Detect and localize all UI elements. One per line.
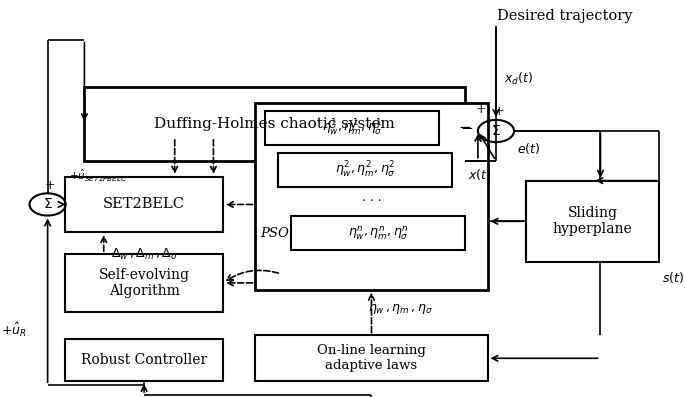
Text: SET2BELC: SET2BELC xyxy=(103,197,185,212)
Text: $\Delta_w\,,\Delta_m\,,\Delta_\sigma$: $\Delta_w\,,\Delta_m\,,\Delta_\sigma$ xyxy=(110,247,177,262)
Text: $+\hat{u}_{SET2FBELC}$: $+\hat{u}_{SET2FBELC}$ xyxy=(69,168,127,183)
Text: PSO: PSO xyxy=(260,227,289,240)
Bar xyxy=(65,177,223,232)
Bar xyxy=(65,254,223,312)
Text: +: + xyxy=(475,104,486,116)
Text: $-$: $-$ xyxy=(458,119,471,133)
Bar xyxy=(84,87,465,161)
Text: $-$: $-$ xyxy=(460,120,473,134)
Text: Self-evolving
Algorithm: Self-evolving Algorithm xyxy=(99,268,190,298)
Bar xyxy=(265,111,439,145)
Bar xyxy=(256,335,488,381)
Text: $x_d(t)$: $x_d(t)$ xyxy=(504,71,534,87)
Text: +: + xyxy=(45,179,55,192)
Text: $\Sigma$: $\Sigma$ xyxy=(491,124,501,138)
Bar xyxy=(526,181,658,262)
Text: $x(t)$: $x(t)$ xyxy=(469,167,492,182)
Bar xyxy=(65,339,223,381)
Text: $+\hat{u}_R$: $+\hat{u}_R$ xyxy=(1,320,26,339)
Bar xyxy=(278,153,452,187)
Text: $\eta_w^1, \eta_m^1, \eta_\sigma^1$: $\eta_w^1, \eta_m^1, \eta_\sigma^1$ xyxy=(322,118,382,138)
Text: On-line learning
adaptive laws: On-line learning adaptive laws xyxy=(317,344,426,372)
Text: Robust Controller: Robust Controller xyxy=(81,353,207,367)
Bar xyxy=(256,103,488,290)
Bar xyxy=(291,216,465,250)
Text: +: + xyxy=(493,106,504,118)
Text: $\eta_w^n, \eta_m^n, \eta_\sigma^n$: $\eta_w^n, \eta_m^n, \eta_\sigma^n$ xyxy=(347,224,408,242)
Text: Desired trajectory: Desired trajectory xyxy=(497,9,633,23)
Text: $e(t)$: $e(t)$ xyxy=(517,141,540,156)
Text: $\eta_w^2, \eta_m^2, \eta_\sigma^2$: $\eta_w^2, \eta_m^2, \eta_\sigma^2$ xyxy=(335,160,395,180)
Text: $\eta_w\,,\eta_m\,,\eta_\sigma$: $\eta_w\,,\eta_m\,,\eta_\sigma$ xyxy=(369,302,433,316)
Text: $s(t)$: $s(t)$ xyxy=(662,270,684,285)
Text: · · ·: · · · xyxy=(362,195,382,208)
Text: $\Sigma$: $\Sigma$ xyxy=(42,197,53,212)
Text: Duffing-Holmes chaotic system: Duffing-Holmes chaotic system xyxy=(154,117,395,131)
Text: Sliding
hyperplane: Sliding hyperplane xyxy=(553,206,632,237)
